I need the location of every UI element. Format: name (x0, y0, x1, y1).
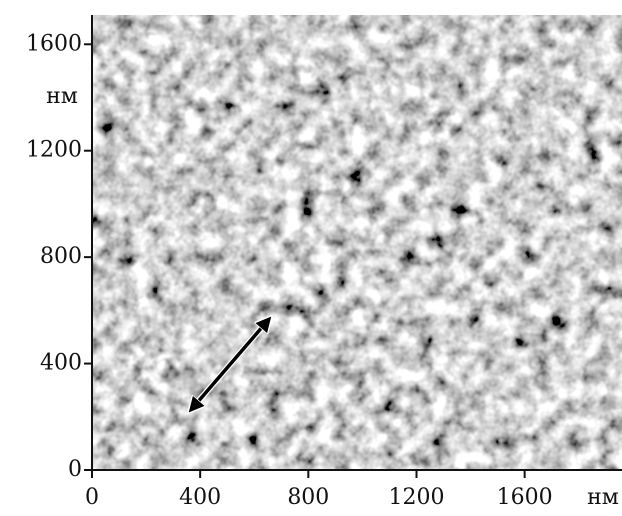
y-tick-label: 0 (68, 457, 82, 482)
x-axis-label: нм (587, 485, 619, 510)
x-tick-label: 1200 (388, 485, 444, 510)
afm-image (92, 15, 622, 470)
y-tick-label: 400 (40, 351, 82, 376)
x-tick-label: 1600 (497, 485, 553, 510)
x-tick-label: 400 (179, 485, 221, 510)
y-axis-label: нм (46, 84, 78, 109)
x-tick-label: 0 (85, 485, 99, 510)
arrow (190, 318, 270, 411)
y-tick-label: 800 (40, 244, 82, 269)
y-tick-label: 1200 (26, 138, 82, 163)
x-tick-label: 800 (287, 485, 329, 510)
y-tick-label: 1600 (26, 31, 82, 56)
